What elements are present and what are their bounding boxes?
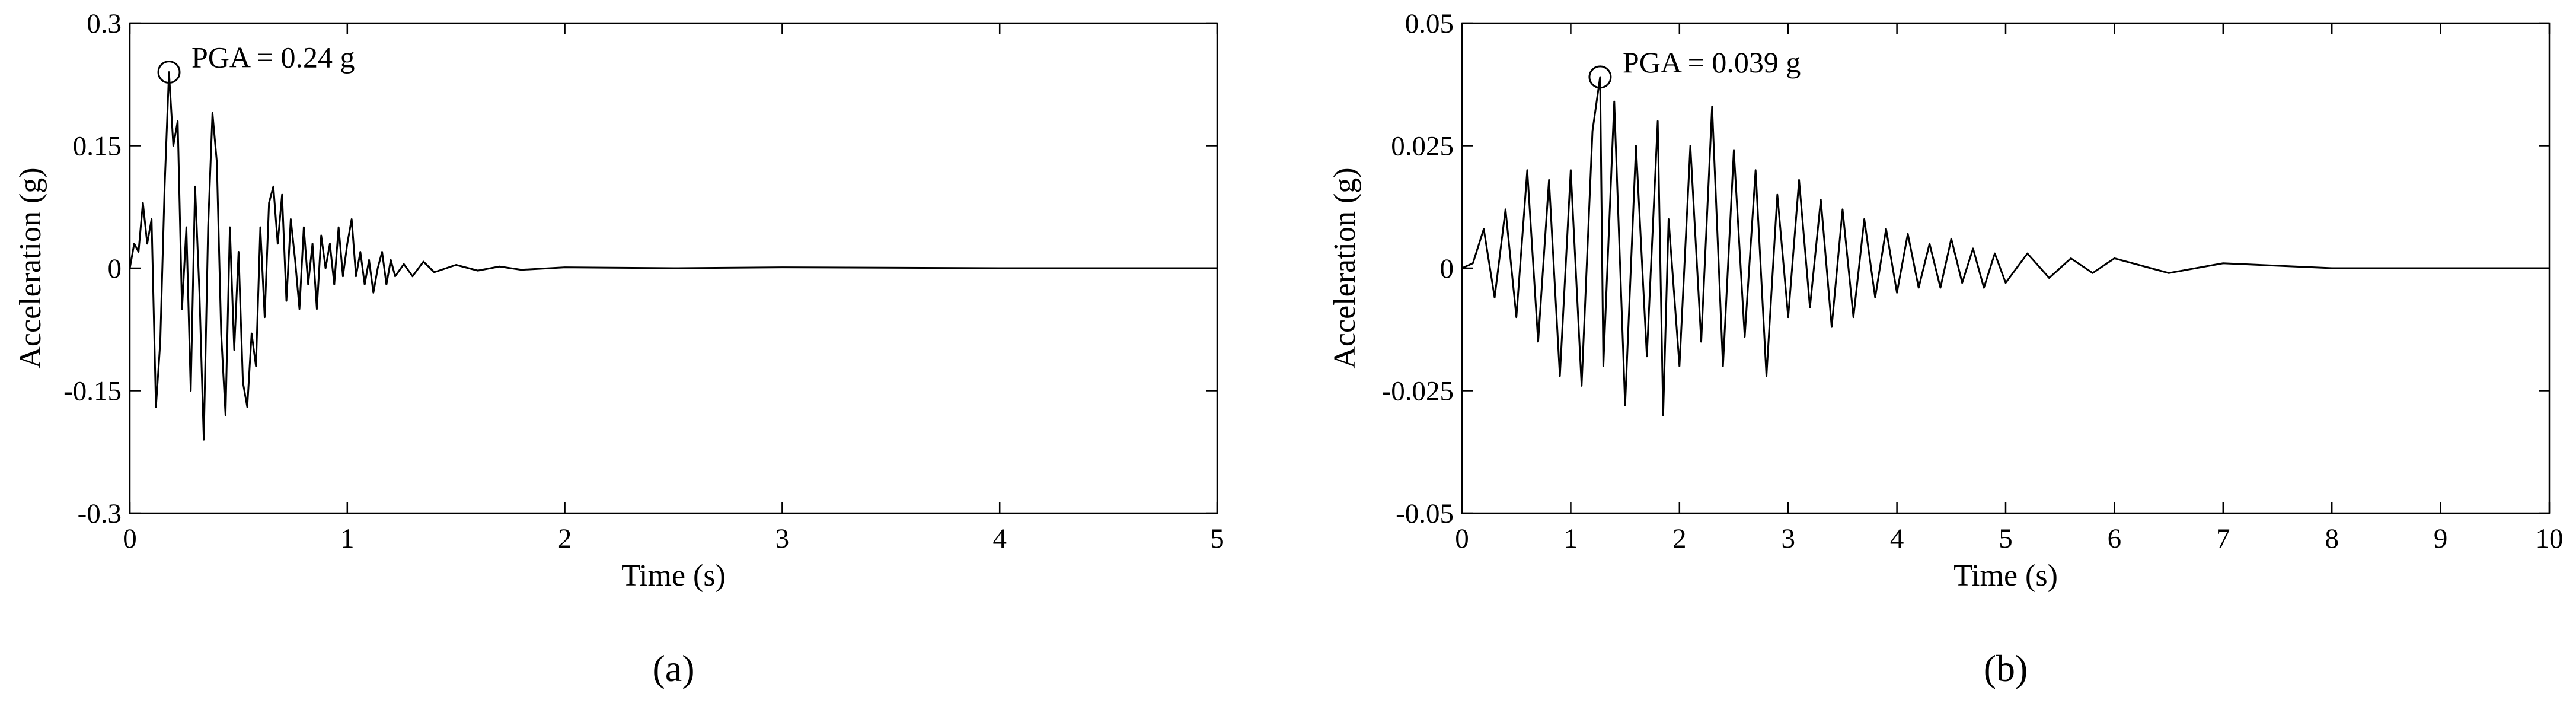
y-tick-label: 0.025 xyxy=(1391,131,1454,162)
x-tick-label: 8 xyxy=(2325,523,2339,554)
signal-line xyxy=(1461,76,2549,416)
y-tick-label: -0.025 xyxy=(1382,376,1454,407)
x-tick-label: 1 xyxy=(1564,523,1578,554)
y-axis-label: Acceleration (g) xyxy=(14,167,47,368)
y-tick-label: 0.3 xyxy=(87,8,122,39)
x-tick-label: 7 xyxy=(2216,523,2230,554)
x-tick-label: 3 xyxy=(1781,523,1795,554)
x-tick-label: 0 xyxy=(1455,523,1469,554)
x-tick-label: 5 xyxy=(1999,523,2013,554)
x-tick-label: 5 xyxy=(1210,523,1224,554)
x-tick-label: 10 xyxy=(2536,523,2564,554)
x-tick-label: 0 xyxy=(123,523,137,554)
panel-label: (b) xyxy=(1984,647,2028,689)
x-axis-label: Time (s) xyxy=(621,559,726,593)
x-tick-label: 4 xyxy=(1890,523,1904,554)
x-tick-label: 1 xyxy=(340,523,355,554)
y-tick-label: -0.15 xyxy=(63,376,122,407)
y-tick-label: 0 xyxy=(1440,253,1454,284)
x-tick-label: 3 xyxy=(775,523,790,554)
y-tick-label: 0.05 xyxy=(1405,8,1454,39)
x-tick-label: 2 xyxy=(1672,523,1687,554)
x-tick-label: 4 xyxy=(992,523,1007,554)
peak-annotation: PGA = 0.24 g xyxy=(191,41,355,74)
x-axis-label: Time (s) xyxy=(1953,559,2058,593)
signal-line xyxy=(129,71,1217,441)
panel-label: (a) xyxy=(652,647,694,689)
y-tick-label: 0 xyxy=(108,253,122,284)
peak-marker xyxy=(157,61,181,84)
y-tick-label: -0.3 xyxy=(78,498,122,529)
y-tick-label: 0.15 xyxy=(73,131,122,162)
peak-annotation: PGA = 0.039 g xyxy=(1623,46,1801,79)
x-tick-label: 2 xyxy=(558,523,572,554)
y-axis-label: Acceleration (g) xyxy=(1328,167,1362,368)
x-tick-label: 6 xyxy=(2108,523,2122,554)
y-tick-label: -0.05 xyxy=(1396,498,1454,529)
peak-marker xyxy=(1588,65,1612,89)
x-tick-label: 9 xyxy=(2434,523,2448,554)
